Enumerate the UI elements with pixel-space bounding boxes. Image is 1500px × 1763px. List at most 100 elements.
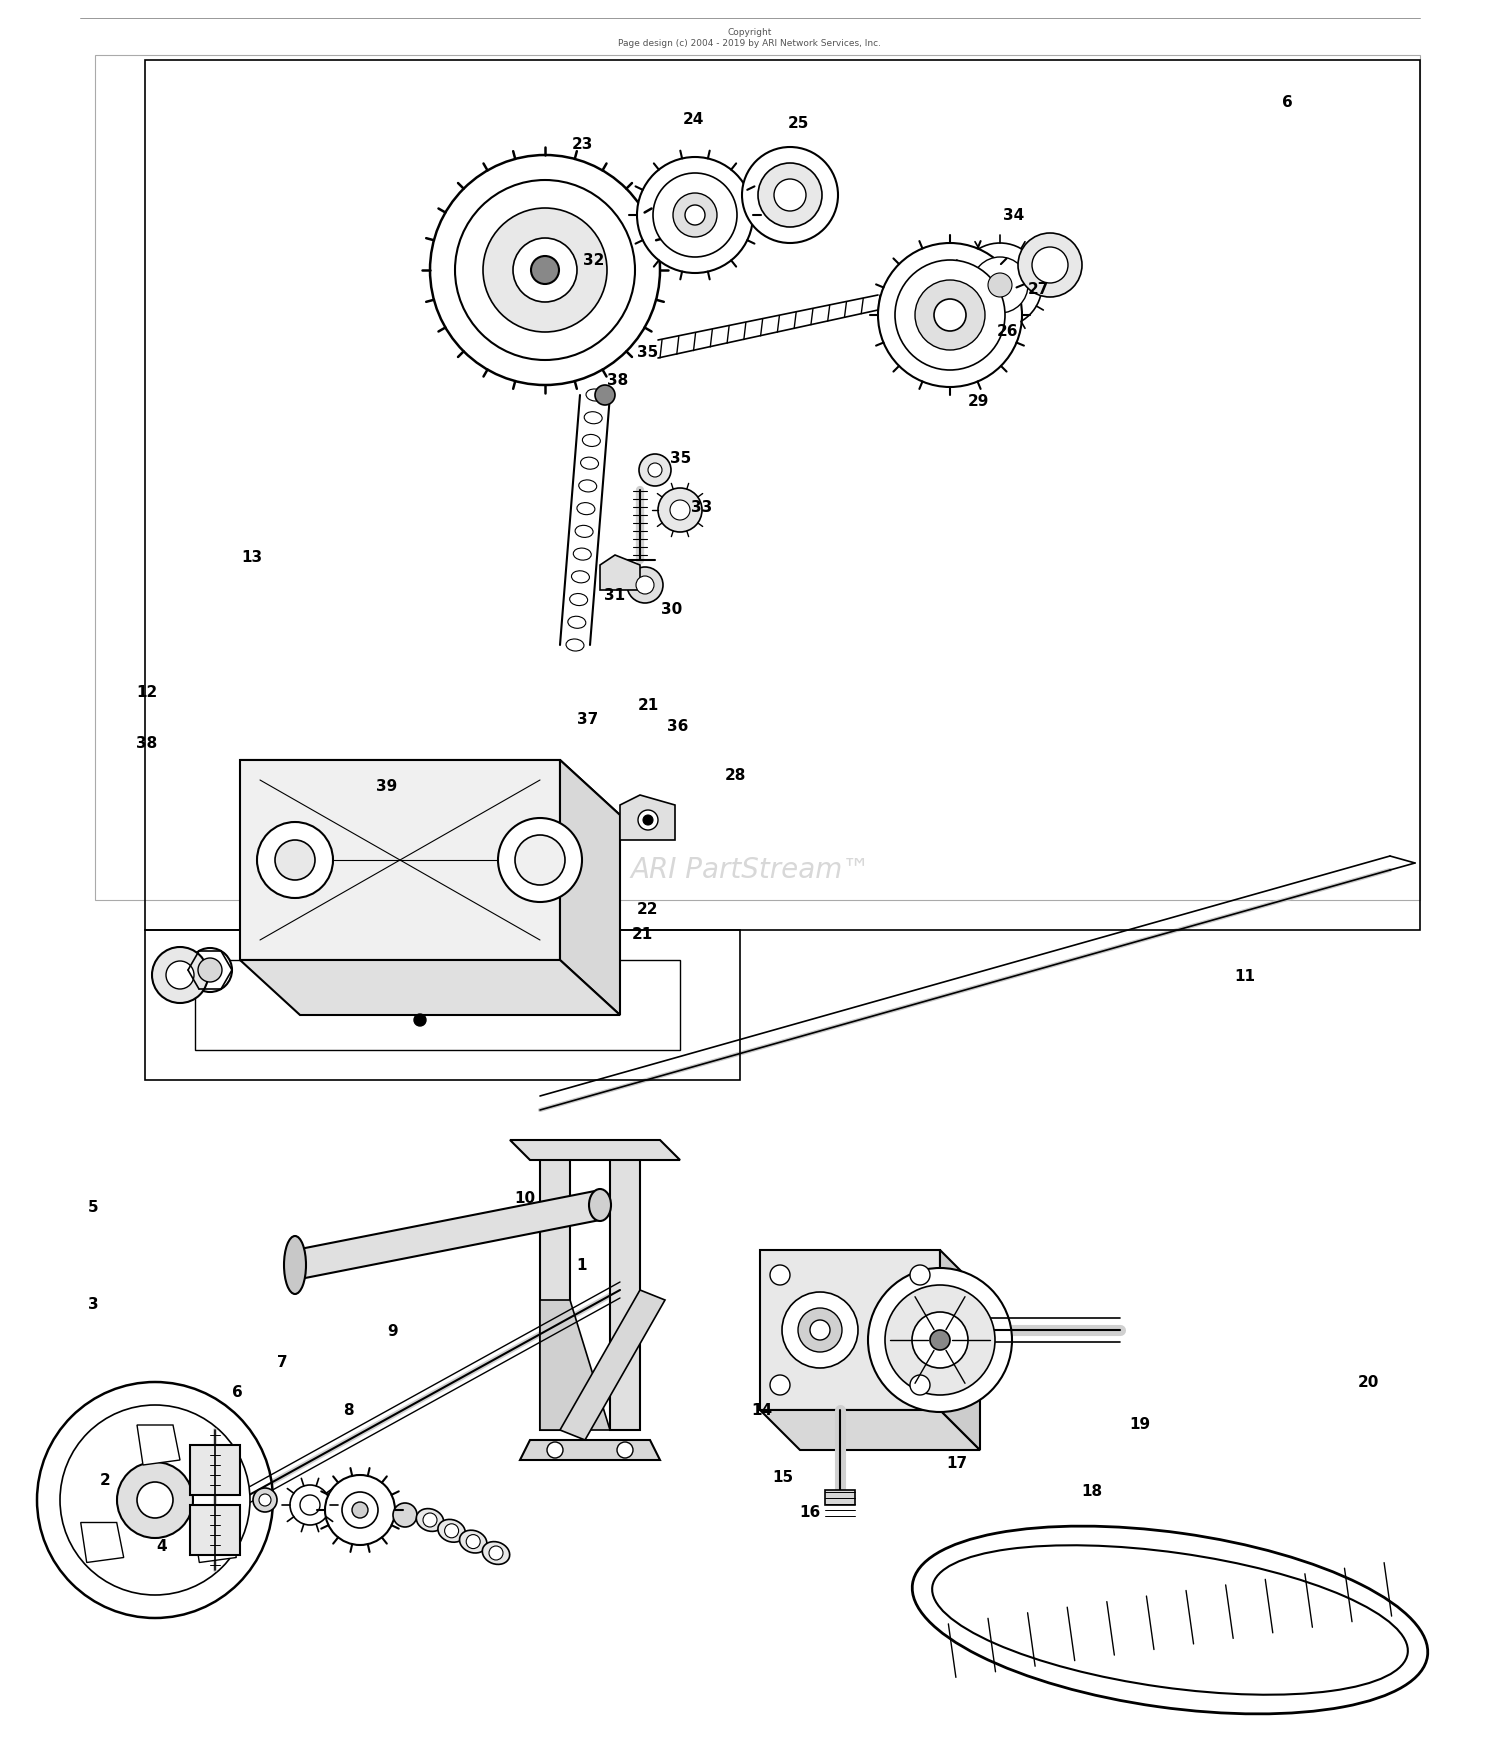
Polygon shape <box>240 961 620 1015</box>
Text: 31: 31 <box>604 589 625 603</box>
Polygon shape <box>760 1250 940 1410</box>
Circle shape <box>988 273 1012 296</box>
Text: 8: 8 <box>342 1403 354 1417</box>
Text: 33: 33 <box>692 501 712 515</box>
Polygon shape <box>190 1446 240 1495</box>
Circle shape <box>489 1546 502 1560</box>
Circle shape <box>1032 247 1068 284</box>
Circle shape <box>423 1513 436 1527</box>
Circle shape <box>513 238 578 301</box>
Circle shape <box>670 501 690 520</box>
Circle shape <box>514 836 566 885</box>
Polygon shape <box>540 1149 570 1430</box>
Text: 15: 15 <box>772 1470 794 1484</box>
Circle shape <box>910 1266 930 1285</box>
Text: 29: 29 <box>968 395 988 409</box>
Circle shape <box>531 256 560 284</box>
Polygon shape <box>240 760 560 961</box>
Ellipse shape <box>483 1541 510 1564</box>
Circle shape <box>444 1523 459 1537</box>
Text: 35: 35 <box>670 451 692 465</box>
Text: 24: 24 <box>682 113 703 127</box>
Circle shape <box>393 1504 417 1527</box>
Text: 26: 26 <box>998 324 1018 338</box>
Circle shape <box>878 243 1022 388</box>
Text: 3: 3 <box>87 1298 99 1312</box>
Polygon shape <box>190 1506 240 1555</box>
Circle shape <box>60 1405 250 1596</box>
Polygon shape <box>940 1250 980 1449</box>
Text: 39: 39 <box>376 779 398 793</box>
Polygon shape <box>560 760 620 1015</box>
Circle shape <box>910 1375 930 1395</box>
Ellipse shape <box>417 1509 444 1532</box>
Circle shape <box>638 809 658 830</box>
Circle shape <box>638 157 753 273</box>
Text: 25: 25 <box>788 116 808 130</box>
Circle shape <box>770 1266 790 1285</box>
Ellipse shape <box>912 1527 1428 1714</box>
Circle shape <box>260 1493 272 1506</box>
Circle shape <box>352 1502 368 1518</box>
Circle shape <box>885 1285 995 1395</box>
Ellipse shape <box>438 1520 465 1543</box>
Circle shape <box>644 815 652 825</box>
Text: 1: 1 <box>576 1259 586 1273</box>
Circle shape <box>136 1483 172 1518</box>
Circle shape <box>117 1462 194 1537</box>
Text: 18: 18 <box>1082 1484 1102 1499</box>
Text: 36: 36 <box>668 719 688 733</box>
Polygon shape <box>760 1410 980 1449</box>
Circle shape <box>758 162 822 227</box>
Circle shape <box>896 259 1005 370</box>
Polygon shape <box>825 1490 855 1506</box>
Circle shape <box>254 1488 278 1513</box>
Circle shape <box>915 280 986 351</box>
Circle shape <box>498 818 582 903</box>
Text: 22: 22 <box>638 903 658 917</box>
Text: 27: 27 <box>1028 282 1048 296</box>
Text: 23: 23 <box>572 138 592 152</box>
Text: 7: 7 <box>276 1356 288 1370</box>
Text: 38: 38 <box>608 374 628 388</box>
Polygon shape <box>81 1523 123 1562</box>
Text: 9: 9 <box>387 1324 399 1338</box>
Circle shape <box>782 1292 858 1368</box>
Text: 2: 2 <box>99 1474 111 1488</box>
Text: 10: 10 <box>514 1192 535 1206</box>
Circle shape <box>774 180 806 212</box>
Circle shape <box>674 192 717 236</box>
Circle shape <box>596 384 615 405</box>
Circle shape <box>483 208 608 331</box>
Circle shape <box>152 947 208 1003</box>
Text: 13: 13 <box>242 550 262 564</box>
Circle shape <box>686 205 705 226</box>
Text: 16: 16 <box>800 1506 820 1520</box>
Polygon shape <box>520 1440 660 1460</box>
Circle shape <box>616 1442 633 1458</box>
Circle shape <box>972 257 1028 314</box>
Polygon shape <box>510 1141 680 1160</box>
Circle shape <box>466 1534 480 1548</box>
Circle shape <box>652 173 736 257</box>
Circle shape <box>300 1495 320 1514</box>
Circle shape <box>38 1382 273 1618</box>
Polygon shape <box>560 1291 664 1440</box>
Polygon shape <box>540 1299 610 1430</box>
Circle shape <box>912 1312 968 1368</box>
Circle shape <box>166 961 194 989</box>
Circle shape <box>798 1308 842 1352</box>
Circle shape <box>290 1484 330 1525</box>
Ellipse shape <box>284 1236 306 1294</box>
Circle shape <box>639 455 670 487</box>
Text: 4: 4 <box>156 1539 168 1553</box>
Circle shape <box>868 1268 1012 1412</box>
Circle shape <box>274 839 315 880</box>
Circle shape <box>742 146 839 243</box>
Circle shape <box>188 948 232 993</box>
Circle shape <box>548 1442 562 1458</box>
Circle shape <box>810 1320 830 1340</box>
Circle shape <box>414 1014 426 1026</box>
Circle shape <box>658 488 702 532</box>
Circle shape <box>770 1375 790 1395</box>
